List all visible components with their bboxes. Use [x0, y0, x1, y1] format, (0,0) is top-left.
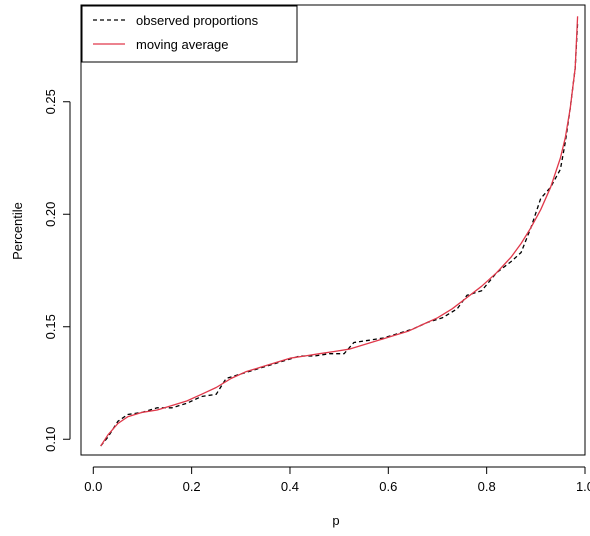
plot-box: [80, 4, 586, 456]
y-tick-label: 0.20: [43, 202, 58, 227]
x-tick-label: 0.2: [183, 479, 201, 494]
legend: observed proportions moving average: [81, 5, 298, 63]
series-moving-average: [100, 16, 579, 447]
legend-label-observed: observed proportions: [136, 13, 259, 28]
x-axis-title: p: [332, 513, 339, 528]
y-tick-label: 0.10: [43, 427, 58, 452]
y-tick-label: 0.25: [43, 89, 58, 114]
y-axis: 0.10 0.15 0.20 0.25: [43, 89, 71, 452]
legend-label-moving-average: moving average: [136, 37, 229, 52]
series-observed-proportions: [100, 22, 579, 447]
x-tick-label: 0.4: [281, 479, 299, 494]
y-axis-title: Percentile: [10, 202, 25, 260]
y-tick-label: 0.15: [43, 314, 58, 339]
x-tick-label: 1.0: [576, 479, 590, 494]
legend-box: [81, 5, 298, 63]
x-tick-label: 0.8: [478, 479, 496, 494]
series-layer: [100, 16, 579, 447]
x-axis: 0.0 0.2 0.4 0.6 0.8 1.0: [84, 466, 590, 494]
x-tick-label: 0.0: [84, 479, 102, 494]
x-tick-label: 0.6: [379, 479, 397, 494]
